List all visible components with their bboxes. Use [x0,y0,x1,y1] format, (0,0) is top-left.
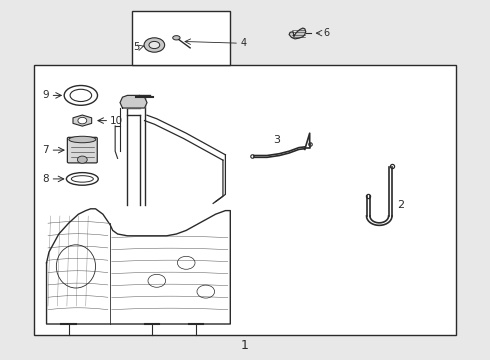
Polygon shape [47,209,230,324]
Text: 7: 7 [42,145,49,155]
Polygon shape [120,95,147,108]
Polygon shape [289,28,306,39]
Text: 2: 2 [397,200,404,210]
Text: 1: 1 [241,339,249,352]
Polygon shape [73,115,92,126]
Text: 5: 5 [133,42,140,52]
Text: 10: 10 [110,116,123,126]
Text: 4: 4 [240,38,246,48]
Text: 3: 3 [273,135,280,145]
Circle shape [78,117,87,124]
Ellipse shape [69,136,96,143]
Ellipse shape [172,36,180,40]
Ellipse shape [144,38,165,52]
Circle shape [77,156,87,163]
Bar [34,65,456,335]
Ellipse shape [149,41,160,49]
Text: 9: 9 [42,90,49,100]
Text: 6: 6 [323,28,329,38]
Bar [132,11,230,65]
Text: 8: 8 [42,174,49,184]
FancyBboxPatch shape [68,137,97,163]
